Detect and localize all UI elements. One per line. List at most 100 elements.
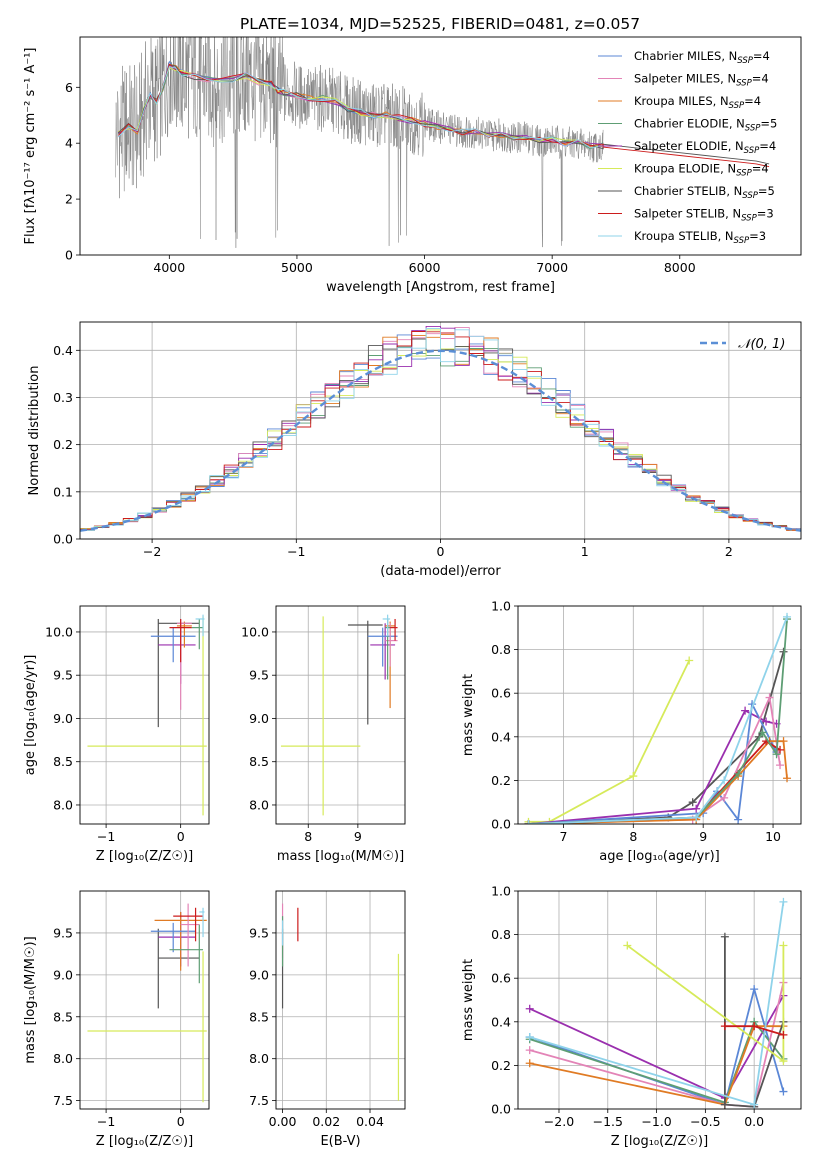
- mass-weight-vs-age-ytick-label: 0.4: [491, 729, 511, 744]
- residuals-xtick-label: −1: [287, 544, 305, 559]
- mass-weight-vs-age-series-line: [528, 651, 785, 824]
- mass-weight-vs-Z-xtick-label: 0.0: [744, 1114, 764, 1129]
- mass-weight-vs-age-xtick-label: 10: [765, 829, 781, 844]
- residuals-ytick-label: 0.0: [53, 532, 73, 547]
- spectrum-axes: 4000 5000 6000 7000 8000 0 2 4 6 wavelength [Angs…: [23, 48, 696, 296]
- mass-vs-ebv-xlabel: E(B-V): [320, 1134, 360, 1149]
- mass-weight-vs-age-point-marker: [692, 804, 701, 813]
- mass-vs-Z-ytick-label: 7.5: [53, 1093, 73, 1108]
- legend-label: Kroupa STELIB, NSSP=3: [634, 229, 766, 246]
- mass-weight-vs-Z-point-marker: [779, 941, 788, 950]
- residuals-xtick-label: 2: [725, 544, 733, 559]
- mass-weight-vs-age-point-marker: [772, 750, 781, 759]
- age-vs-mass-ytick-label: 8.5: [249, 754, 269, 769]
- mass-weight-vs-Z-point-marker: [750, 1100, 759, 1109]
- mass-weight-vs-Z-xtick-label: −1.0: [641, 1114, 671, 1129]
- spectrum-ytick-label: 0: [65, 248, 73, 263]
- normal-curve: [80, 349, 801, 532]
- age-vs-Z-ytick-label: 8.0: [53, 797, 73, 812]
- mass-weight-vs-age-point-marker: [720, 776, 729, 785]
- mass-vs-ebv-ytick-label: 8.0: [249, 1051, 269, 1066]
- mass-weight-vs-Z-point-marker: [720, 932, 729, 941]
- mass-weight-vs-age-point-marker: [688, 798, 697, 807]
- spectrum-model-line-salpeter-elodie: [118, 64, 604, 147]
- age-vs-Z-xlabel: Z [log₁₀(Z/Z☉)]: [96, 849, 193, 864]
- spectrum-xlabel: wavelength [Angstrom, rest frame]: [326, 280, 555, 295]
- mass-weight-vs-Z-point-marker: [525, 1004, 534, 1013]
- mass-weight-vs-age-ytick-label: 0.0: [491, 817, 511, 832]
- spectrum-legend: Chabrier MILES, NSSP=4 Salpeter MILES, NS…: [598, 49, 777, 246]
- mass-weight-vs-Z-ytick-label: 0.8: [491, 927, 511, 942]
- mass-weight-vs-Z-point-marker: [525, 1059, 534, 1068]
- age-vs-Z-xtick-label: 0: [177, 829, 185, 844]
- age-vs-mass-plot: [280, 614, 398, 816]
- mass-weight-vs-Z-ytick-label: 1.0: [491, 884, 511, 899]
- mass-weight-vs-Z-axes: −2.0 −1.5 −1.0 −0.5 0.0 0.0 0.2 0.4 0.6 0.8 1.0 Z […: [461, 884, 801, 1149]
- legend-label: Kroupa ELODIE, NSSP=4: [634, 162, 769, 179]
- age-vs-Z-plot: [87, 614, 207, 816]
- mass-vs-ebv-ytick-label: 9.5: [249, 925, 269, 940]
- residuals-axes: −2 −1 0 1 2 0.0 0.1 0.2 0.3 0.4 (data-model)/error…: [27, 322, 801, 579]
- mass-vs-Z-xlabel: Z [log₁₀(Z/Z☉)]: [96, 1134, 193, 1149]
- mass-weight-vs-age-point-marker: [762, 717, 771, 726]
- mass-weight-vs-age-xtick-label: 7: [559, 829, 567, 844]
- mass-vs-Z-xtick-label: 0: [177, 1114, 185, 1129]
- mass-weight-vs-age-point-marker: [734, 815, 743, 824]
- residuals-ytick-label: 0.4: [53, 343, 73, 358]
- mass-weight-vs-age-point-marker: [629, 772, 638, 781]
- residuals-ytick-label: 0.3: [53, 390, 73, 405]
- mass-weight-vs-Z-point-marker: [750, 1022, 759, 1031]
- mass-weight-vs-Z-series-line: [724, 936, 785, 1108]
- age-vs-mass-xlabel: mass [log₁₀(M/M☉)]: [277, 849, 404, 864]
- age-vs-mass-axes: 8 9 8.0 8.5 9.0 9.5 10.0 mass [log₁₀(M/M☉)]: [241, 606, 405, 864]
- mass-weight-vs-age-series-line: [528, 701, 778, 824]
- legend-label: Salpeter MILES, NSSP=4: [634, 72, 769, 89]
- residuals-frame: [79, 321, 802, 540]
- mass-weight-vs-age-point-marker: [741, 706, 750, 715]
- mass-weight-vs-age-xtick-label: 8: [629, 829, 637, 844]
- mass-vs-Z-plot: [87, 903, 207, 1103]
- mass-weight-vs-Z-point-marker: [779, 1087, 788, 1096]
- residual-histogram-kroupa-stelib: [80, 327, 801, 531]
- mass-weight-vs-Z-ytick-label: 0.0: [491, 1102, 511, 1117]
- legend-label: Salpeter STELIB, NSSP=3: [634, 207, 774, 224]
- mass-vs-Z-ytick-label: 8.0: [53, 1051, 73, 1066]
- spectrum-xtick-label: 5000: [281, 260, 313, 275]
- residuals-ylabel: Normed distribution: [27, 366, 42, 496]
- age-vs-mass-ytick-label: 8.0: [249, 797, 269, 812]
- age-vs-Z-ytick-label: 9.5: [53, 668, 73, 683]
- mass-weight-vs-Z-point-marker: [779, 1030, 788, 1039]
- age-vs-mass-ytick-label: 9.5: [249, 668, 269, 683]
- mass-weight-vs-Z-point-marker: [779, 1057, 788, 1066]
- mass-weight-vs-age-series-line: [528, 616, 788, 824]
- mass-weight-vs-age-point-marker: [720, 793, 729, 802]
- spectrum-plot: [115, 37, 770, 248]
- spectrum-model-line-kroupa-stelib: [117, 66, 604, 149]
- mass-weight-vs-age-point-marker: [734, 769, 743, 778]
- spectrum-xtick-label: 7000: [536, 260, 568, 275]
- mass-weight-vs-age-ytick-label: 1.0: [491, 599, 511, 614]
- mass-weight-vs-Z-series-line: [529, 1025, 784, 1106]
- spectrum-model-line-kroupa-elodie: [118, 67, 604, 148]
- age-vs-mass-frame: [275, 605, 406, 825]
- mass-weight-vs-age-series-line: [528, 660, 691, 823]
- residuals-ytick-label: 0.1: [53, 484, 73, 499]
- residual-legend-label: 𝒩(0, 1): [738, 337, 785, 352]
- mass-vs-ebv-frame: [275, 890, 406, 1110]
- mass-weight-vs-Z-ytick-label: 0.2: [491, 1058, 511, 1073]
- mass-weight-vs-Z-series-line: [529, 1019, 785, 1104]
- mass-weight-vs-Z-xtick-label: −2.0: [544, 1114, 574, 1129]
- mass-vs-ebv-xtick-label: 0.04: [356, 1114, 384, 1129]
- mass-weight-vs-Z-xlabel: Z [log₁₀(Z/Z☉)]: [611, 1134, 708, 1149]
- mass-vs-ebv-ytick-label: 9.0: [249, 967, 269, 982]
- spectrum-frame: [79, 36, 802, 256]
- mass-weight-vs-Z-point-marker: [720, 1022, 729, 1031]
- mass-vs-Z-frame: [79, 890, 210, 1110]
- mass-weight-vs-Z-point-marker: [623, 941, 632, 950]
- spectrum-ytick-label: 4: [65, 136, 73, 151]
- mass-weight-vs-age-point-marker: [692, 813, 701, 822]
- figure-title: PLATE=1034, MJD=52525, FIBERID=0481, z=0…: [240, 15, 640, 33]
- spectrum-xtick-label: 6000: [409, 260, 441, 275]
- mass-vs-Z-ytick-label: 8.5: [53, 1009, 73, 1024]
- residuals-xtick-label: −2: [143, 544, 161, 559]
